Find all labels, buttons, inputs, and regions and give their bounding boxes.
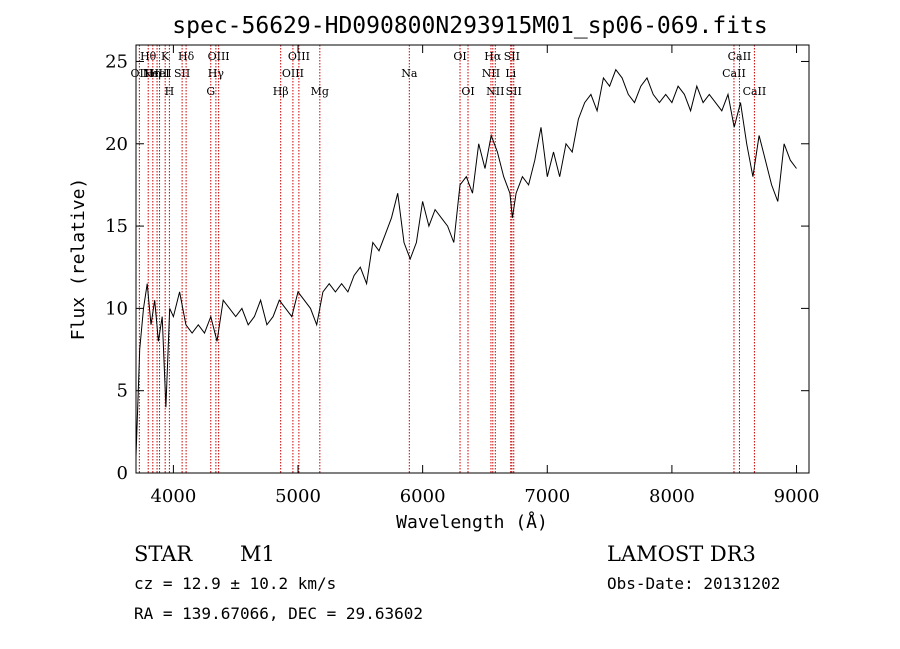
x-tick-label-1: 5000	[275, 486, 321, 507]
line-marker-label-1: Hθ	[140, 50, 157, 63]
x-tick-label-0: 4000	[150, 486, 196, 507]
y-tick-label-3: 15	[105, 216, 128, 237]
y-axis-ticks: 0 5 10 15 20 25	[105, 51, 809, 484]
object-subclass: M1	[240, 542, 275, 566]
line-marker-label-12: Hβ	[273, 85, 289, 98]
line-marker-label-15: Mg	[311, 85, 329, 98]
line-marker-label-0: OII	[131, 67, 149, 80]
line-marker-label-21: NII	[486, 85, 504, 98]
y-tick-label-2: 10	[105, 298, 128, 319]
line-marker-label-16: Na	[401, 67, 418, 80]
x-tick-label-2: 6000	[400, 486, 446, 507]
line-marker-label-8: Hδ	[178, 50, 195, 63]
chart-title: spec-56629-HD090800N293915M01_sp06-069.f…	[172, 13, 767, 39]
line-marker-label-14: OIII	[288, 50, 310, 63]
line-marker-label-2: Hη	[145, 67, 161, 80]
spectrum-line	[135, 68, 797, 457]
line-marker-label-6: H	[165, 85, 175, 98]
line-marker-label-5: K	[161, 50, 170, 63]
x-tick-label-5: 9000	[774, 486, 820, 507]
redshift-cz: cz = 12.9 ± 10.2 km/s	[134, 574, 336, 593]
line-marker-label-3: NeIII	[142, 67, 171, 80]
line-marker-label-10: Hγ	[208, 67, 225, 80]
line-marker-label-18: OI	[461, 85, 474, 98]
line-marker-label-17: OI	[453, 50, 466, 63]
line-marker-label-27: CaII	[743, 85, 767, 98]
line-marker-label-19: NII	[482, 67, 500, 80]
y-axis-label: Flux (relative)	[68, 178, 89, 341]
ra-dec: RA = 139.67066, DEC = 29.63602	[134, 604, 423, 623]
object-class: STAR	[134, 542, 193, 566]
y-tick-label-5: 25	[105, 51, 128, 72]
line-markers	[138, 45, 755, 473]
x-tick-label-4: 8000	[649, 486, 695, 507]
y-tick-label-0: 0	[117, 463, 128, 484]
line-marker-label-13: OIII	[282, 67, 304, 80]
x-tick-label-3: 7000	[524, 486, 570, 507]
y-tick-label-1: 5	[117, 381, 128, 402]
line-marker-label-11: OIII	[208, 50, 230, 63]
line-marker-label-22: Li	[505, 67, 516, 80]
x-axis-ticks: 4000 5000 6000 7000 8000 9000	[150, 45, 819, 507]
line-marker-label-4: HeI	[149, 67, 169, 80]
observation-date: Obs-Date: 20131202	[607, 574, 780, 593]
x-axis-label: Wavelength (Å)	[396, 511, 548, 533]
line-marker-label-23: SII	[504, 50, 520, 63]
line-marker-label-24: SII	[506, 85, 522, 98]
plot-frame	[135, 44, 810, 474]
y-tick-label-4: 20	[105, 134, 128, 155]
line-marker-label-20: Hα	[484, 50, 502, 63]
line-marker-label-25: CaII	[722, 67, 746, 80]
line-marker-label-7: SII	[174, 67, 190, 80]
line-marker-label-9: G	[206, 85, 215, 98]
line-marker-label-26: CaII	[728, 50, 752, 63]
survey-name: LAMOST DR3	[607, 542, 756, 566]
